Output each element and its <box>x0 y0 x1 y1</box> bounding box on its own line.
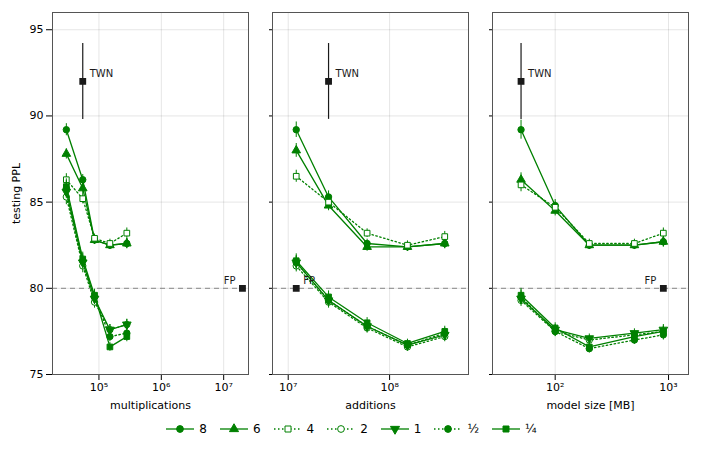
html-text:¼: ¼ <box>525 422 537 436</box>
svg-text:TWN: TWN <box>89 68 113 79</box>
html-text:8: 8 <box>199 422 207 436</box>
svg-text:10⁶: 10⁶ <box>152 381 171 394</box>
svg-text:TWN: TWN <box>335 68 359 79</box>
svg-text:model size [MB]: model size [MB] <box>546 399 634 412</box>
svg-text:10⁷: 10⁷ <box>279 381 297 394</box>
svg-text:FP: FP <box>303 275 315 286</box>
svg-text:95: 95 <box>30 23 44 36</box>
svg-text:TWN: TWN <box>527 68 551 79</box>
svg-text:testing PPL: testing PPL <box>10 162 23 224</box>
svg-text:75: 75 <box>30 368 44 381</box>
svg-text:10⁵: 10⁵ <box>90 381 108 394</box>
html-text:4: 4 <box>306 422 315 436</box>
svg-text:multiplications: multiplications <box>110 399 191 412</box>
html-text:2: 2 <box>360 422 368 436</box>
html-text:1: 1 <box>413 422 422 436</box>
svg-text:10⁷: 10⁷ <box>214 381 232 394</box>
svg-text:10⁸: 10⁸ <box>380 381 399 394</box>
svg-text:10²: 10² <box>546 381 564 394</box>
svg-text:80: 80 <box>30 282 44 295</box>
svg-text:85: 85 <box>30 196 44 209</box>
svg-text:90: 90 <box>30 109 44 122</box>
svg-text:FP: FP <box>224 275 236 286</box>
html-text:½: ½ <box>467 422 480 436</box>
svg-text:additions: additions <box>345 399 396 412</box>
svg-text:10³: 10³ <box>659 381 677 394</box>
html-text:6: 6 <box>252 422 261 436</box>
svg-text:FP: FP <box>645 275 657 286</box>
